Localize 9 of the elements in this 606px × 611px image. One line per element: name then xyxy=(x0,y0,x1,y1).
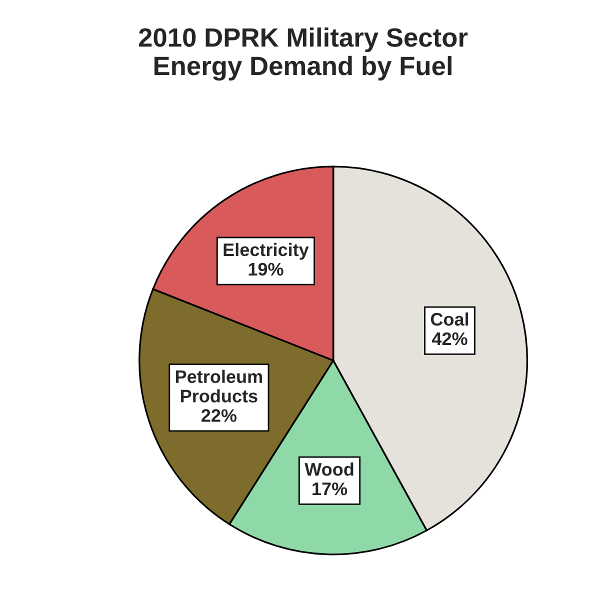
data-label: 22% xyxy=(202,409,237,422)
data-label: 17% xyxy=(312,482,348,496)
slice-label: Electricity xyxy=(224,242,309,260)
slice-label: Petroleum Products xyxy=(176,370,262,402)
data-label: 42% xyxy=(432,332,468,346)
slice-label: Wood xyxy=(304,462,354,476)
chart-title: 2010 DPRK Military Sector Energy Demand by Fuel xyxy=(138,27,468,81)
slice-label: Coal xyxy=(430,312,468,326)
data-label: 19% xyxy=(248,262,284,276)
